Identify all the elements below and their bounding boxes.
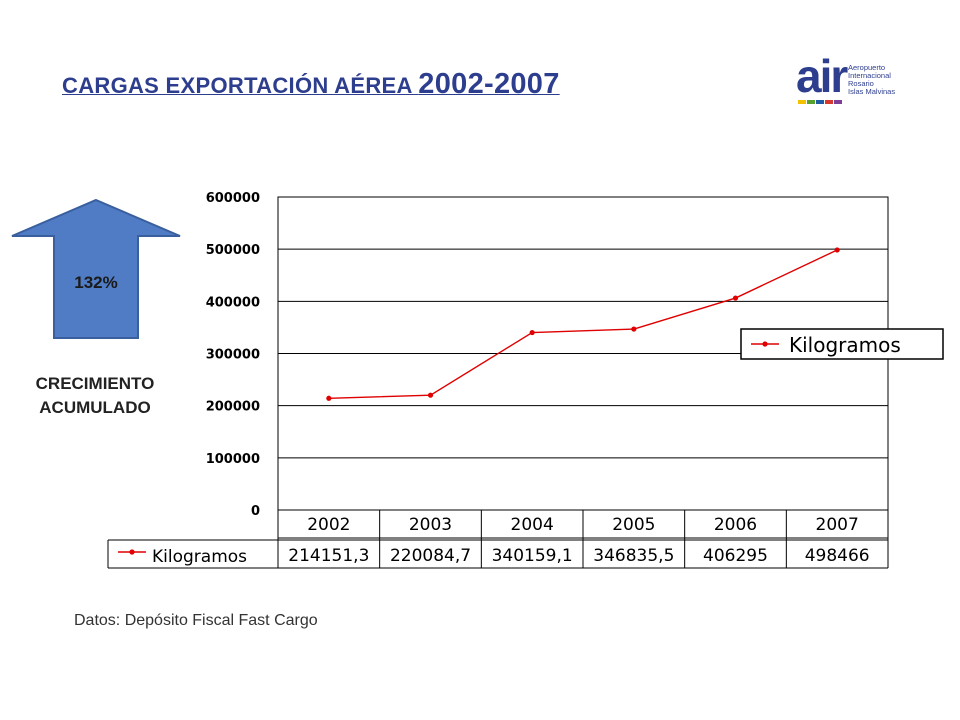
table-value-cell: 346835,5 — [593, 546, 674, 566]
table-value-cell: 498466 — [805, 546, 870, 566]
logo-line-2: Internacional — [848, 71, 891, 80]
logo-color-stripes — [798, 100, 842, 104]
y-tick-label: 500000 — [206, 243, 260, 258]
y-tick-label: 300000 — [206, 348, 260, 363]
table-value-cell: 214151,3 — [288, 546, 369, 566]
title-main: CARGAS EXPORTACIÓN AÉREA — [62, 73, 419, 98]
data-point — [529, 329, 535, 336]
growth-label-line-1: CRECIMIENTO — [35, 374, 155, 393]
y-tick-label: 100000 — [206, 452, 260, 467]
x-category-label: 2007 — [816, 515, 859, 535]
logo-line-1: Aeropuerto — [848, 63, 885, 72]
data-point — [326, 395, 332, 401]
table-value-cell: 220084,7 — [390, 546, 471, 566]
x-category-label: 2004 — [511, 515, 554, 535]
logo-stripe — [834, 100, 842, 104]
series-line-kilogramos — [328, 249, 838, 399]
data-point — [834, 247, 840, 253]
table-value-cell: 406295 — [703, 546, 768, 566]
y-tick-label: 200000 — [206, 400, 260, 415]
y-tick-label: 0 — [251, 504, 260, 519]
x-category-label: 2005 — [612, 515, 655, 535]
logo-line-4: Islas Malvinas — [848, 87, 895, 96]
table-series-name: Kilogramos — [152, 547, 247, 567]
airport-logo: air Aeropuerto Internacional Rosario Isl… — [796, 50, 895, 104]
growth-percent: 132% — [74, 273, 117, 292]
legend-marker — [762, 341, 768, 347]
growth-arrow-shape: 132% — [11, 198, 181, 339]
table-legend-marker — [129, 549, 135, 555]
growth-label: CRECIMIENTO ACUMULADO — [0, 372, 190, 420]
up-arrow-icon — [11, 198, 181, 339]
x-category-label: 2003 — [409, 515, 452, 535]
logo-stripe — [807, 100, 815, 104]
logo-wordmark: air — [796, 50, 848, 102]
data-point — [631, 326, 637, 332]
logo-stripe — [825, 100, 833, 104]
x-category-label: 2006 — [714, 515, 757, 535]
data-source-note: Datos: Depósito Fiscal Fast Cargo — [74, 612, 318, 629]
y-tick-label: 400000 — [206, 295, 260, 310]
data-point — [427, 392, 434, 398]
logo-stripe — [798, 100, 806, 104]
table-value-cell: 340159,1 — [492, 546, 573, 566]
legend-label: Kilogramos — [789, 333, 901, 357]
logo-stripe — [816, 100, 824, 104]
growth-label-line-2: ACUMULADO — [39, 398, 151, 417]
slide-title: CARGAS EXPORTACIÓN AÉREA 2002-2007 — [62, 68, 560, 101]
data-point — [732, 295, 739, 301]
logo-line-3: Rosario — [848, 79, 874, 88]
y-tick-label: 600000 — [206, 191, 260, 206]
x-category-label: 2002 — [307, 515, 350, 535]
title-years: 2002-2007 — [418, 68, 560, 100]
